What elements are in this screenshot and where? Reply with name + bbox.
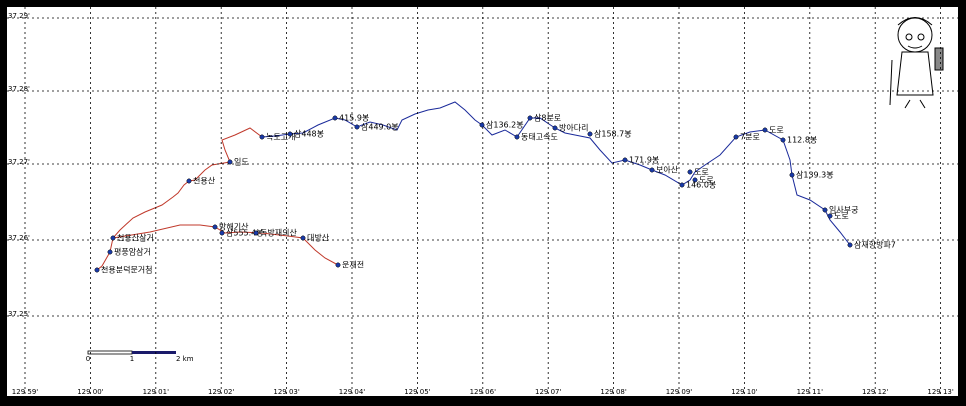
waypoint xyxy=(552,125,558,131)
lon-label: 129 00' xyxy=(77,388,103,396)
mascot xyxy=(889,17,944,109)
waypoint-label: 천용분덕문거첨 xyxy=(101,265,153,275)
waypoint-label: 임사부궁 xyxy=(829,206,858,215)
waypoint-label: 171.9봉 xyxy=(629,156,659,165)
waypoint-label: 도로 xyxy=(769,126,784,135)
waypoint-label: 천용산삼거 xyxy=(117,233,154,243)
track-red-branch xyxy=(112,224,339,266)
waypoint xyxy=(354,124,360,130)
waypoint-label: 삼8분로 xyxy=(534,113,561,123)
waypoint-label: 천용산 xyxy=(193,176,216,186)
waypoint xyxy=(186,178,192,184)
waypoint-label: 7분로 xyxy=(740,133,760,142)
waypoint xyxy=(219,230,225,236)
lon-label: 129 10' xyxy=(731,388,757,396)
waypoint xyxy=(259,134,265,140)
lon-label: 129 03' xyxy=(273,388,299,396)
waypoint-label: 415.9봉 xyxy=(339,114,369,123)
waypoint-label: 운재전 xyxy=(342,260,364,270)
waypoint xyxy=(687,169,693,175)
lon-label: 129 05' xyxy=(404,388,430,396)
waypoint xyxy=(253,230,259,236)
lon-label: 129 09' xyxy=(666,388,692,396)
waypoint-label: 대방산 xyxy=(307,233,330,243)
lon-label: 129 02' xyxy=(208,388,234,396)
waypoint xyxy=(692,177,698,183)
waypoint xyxy=(107,249,113,255)
waypoint-label: 삼158.7봉 xyxy=(594,129,632,139)
waypoint xyxy=(649,167,655,173)
waypoint xyxy=(827,213,833,219)
waypoint xyxy=(780,137,786,143)
lon-label: 129 13' xyxy=(927,388,953,396)
waypoint xyxy=(587,131,593,137)
waypoint xyxy=(479,122,485,128)
waypoint xyxy=(335,262,341,268)
lat-label: 37 25' xyxy=(8,310,30,318)
waypoint-label: 삼555.4봉 xyxy=(226,228,264,238)
waypoint-label: 방아다리 xyxy=(559,123,588,133)
waypoint-label: 112.8봉 xyxy=(787,136,817,145)
waypoint xyxy=(94,267,100,273)
waypoint xyxy=(287,131,293,137)
waypoint xyxy=(227,159,233,165)
track-red xyxy=(96,127,263,271)
waypoint-label: 녹토고개 xyxy=(266,132,295,142)
waypoint-label: 삼448봉 xyxy=(294,129,324,139)
lat-label: 37 29' xyxy=(8,12,30,20)
lat-label: 37 28' xyxy=(8,85,30,93)
waypoint xyxy=(332,115,338,121)
waypoint xyxy=(514,134,520,140)
waypoint xyxy=(847,242,853,248)
scale-bar xyxy=(132,351,176,354)
waypoint-label: 동태고속도 xyxy=(521,133,558,142)
lon-label: 129 08' xyxy=(600,388,626,396)
waypoint-label: 146.0봉 xyxy=(686,181,716,190)
waypoint-label: 삼449.0봉 xyxy=(361,122,399,132)
lon-label: 129 11' xyxy=(797,388,823,396)
waypoint-label: 독방재의산 xyxy=(260,228,297,238)
waypoint-label: 삼139.3봉 xyxy=(796,170,834,180)
lon-label: 129 06' xyxy=(470,388,496,396)
lon-label: 129 12' xyxy=(862,388,888,396)
waypoint xyxy=(527,115,533,121)
waypoint-label: 도로 xyxy=(699,176,714,185)
scale-label: 0 xyxy=(86,355,90,363)
waypoint-label: 임도 xyxy=(234,158,249,167)
waypoint xyxy=(733,134,739,140)
waypoint xyxy=(789,172,795,178)
lon-label: 129 59' xyxy=(12,388,38,396)
waypoint-label: 도로 xyxy=(694,168,709,177)
waypoint-label: 삼재향방파7 xyxy=(854,240,896,250)
waypoint-label: 보아산 xyxy=(656,165,679,175)
scale-label: 1 xyxy=(130,355,134,363)
waypoint xyxy=(822,207,828,213)
waypoint xyxy=(300,235,306,241)
scale-label: 2 km xyxy=(176,355,194,363)
waypoint-label: 평풍암삼거 xyxy=(114,247,151,257)
waypoint-label: 방해기산 xyxy=(219,222,249,232)
waypoint xyxy=(679,182,685,188)
waypoint xyxy=(212,224,218,230)
waypoint xyxy=(622,157,628,163)
lon-label: 129 04' xyxy=(339,388,365,396)
lon-label: 129 07' xyxy=(535,388,561,396)
waypoint-label: 삼136.2봉 xyxy=(486,120,524,130)
map-area xyxy=(7,7,958,396)
track-blue xyxy=(261,101,851,246)
waypoint-label: 도로 xyxy=(834,212,849,221)
lat-label: 37 26' xyxy=(8,234,30,242)
waypoint xyxy=(110,235,116,241)
lon-label: 129 01' xyxy=(143,388,169,396)
lat-label: 37 27' xyxy=(8,158,30,166)
scale-bar xyxy=(87,350,133,355)
waypoint xyxy=(762,127,768,133)
